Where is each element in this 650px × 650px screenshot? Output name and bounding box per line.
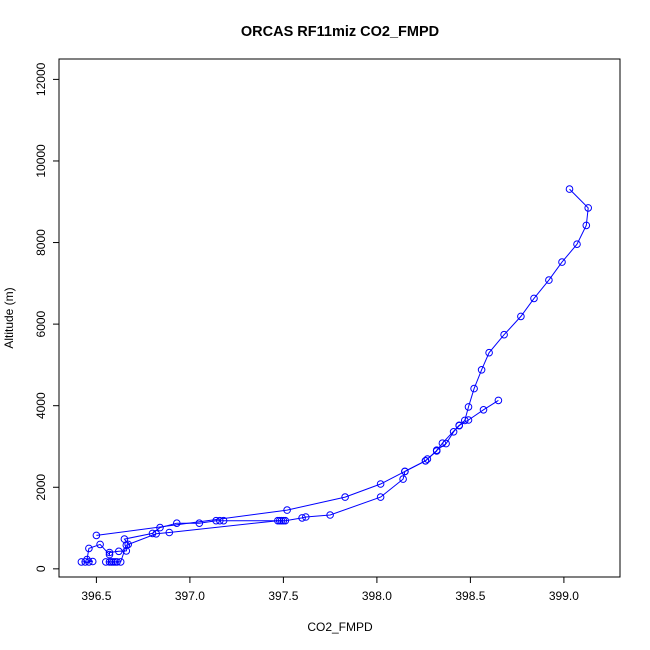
- data-point: [442, 439, 450, 448]
- data-point: [116, 558, 125, 566]
- data-point: [115, 547, 123, 556]
- data-point: [105, 550, 114, 559]
- data-point: [152, 530, 160, 538]
- x-tick-label: 399.0: [549, 589, 579, 603]
- plot-frame: [58, 58, 621, 578]
- data-point: [219, 516, 228, 525]
- data-point: [470, 384, 478, 393]
- data-point: [399, 475, 407, 483]
- chart-title: ORCAS RF11miz CO2_FMPD: [241, 24, 439, 40]
- data-point: [102, 558, 110, 566]
- data-point: [464, 416, 473, 424]
- data-point: [376, 493, 385, 501]
- data-point: [148, 529, 157, 538]
- data-point: [195, 519, 204, 528]
- x-axis: 396.5 397.0 397.5 398.0 398.5 399.0: [81, 577, 579, 603]
- data-point: [165, 528, 174, 537]
- data-point: [500, 330, 508, 339]
- data-point: [401, 467, 409, 476]
- data-point: [545, 276, 553, 284]
- data-point: [279, 516, 288, 525]
- data-point: [341, 493, 349, 501]
- data-point: [85, 544, 93, 553]
- data-point: [85, 558, 93, 566]
- data-point: [485, 348, 493, 357]
- y-tick-label: 12000: [34, 62, 48, 96]
- y-axis: 0 2000 4000 6000 8000 10000 12000: [34, 62, 59, 572]
- y-tick-label: 10000: [34, 144, 48, 178]
- y-tick-label: 0: [34, 565, 48, 572]
- data-point: [274, 516, 282, 525]
- x-tick-label: 397.0: [175, 589, 205, 603]
- series-line: [96, 399, 499, 536]
- plot-series: [77, 185, 593, 566]
- data-point: [302, 513, 310, 521]
- data-point: [432, 446, 441, 455]
- x-tick-label: 398.0: [362, 589, 392, 603]
- data-point: [283, 506, 291, 514]
- series-line: [81, 188, 589, 563]
- data-point: [92, 531, 101, 540]
- data-point: [111, 558, 119, 566]
- y-axis-label: Altitude (m): [2, 287, 16, 348]
- data-point: [438, 439, 447, 448]
- x-axis-label: CO2_FMPD: [307, 620, 373, 634]
- data-point: [449, 428, 458, 436]
- data-point: [122, 541, 131, 550]
- data-point: [83, 555, 91, 564]
- data-point: [494, 396, 503, 405]
- x-tick-label: 398.5: [455, 589, 485, 603]
- data-point: [376, 480, 385, 488]
- y-tick-label: 2000: [34, 474, 48, 501]
- y-tick-label: 8000: [34, 229, 48, 256]
- data-point: [455, 421, 464, 430]
- data-point: [212, 516, 220, 525]
- data-point: [584, 204, 593, 212]
- data-point: [216, 516, 224, 525]
- data-point: [109, 558, 117, 566]
- y-tick-label: 4000: [34, 392, 48, 419]
- data-point: [479, 406, 488, 414]
- data-point: [173, 519, 181, 528]
- y-tick-label: 6000: [34, 310, 48, 337]
- data-point: [326, 511, 334, 519]
- data-point: [96, 540, 104, 549]
- data-point: [517, 312, 525, 321]
- x-tick-label: 396.5: [81, 589, 111, 603]
- data-point: [573, 240, 581, 248]
- data-point: [81, 558, 89, 566]
- data-point: [421, 457, 430, 465]
- data-point: [582, 221, 591, 230]
- x-tick-label: 397.5: [268, 589, 298, 603]
- data-point: [105, 548, 114, 557]
- data-point: [530, 294, 538, 303]
- data-point: [113, 558, 121, 566]
- data-point: [298, 514, 306, 522]
- data-point: [477, 366, 486, 374]
- data-point: [558, 258, 566, 266]
- data-point: [105, 558, 114, 566]
- data-point: [423, 455, 432, 463]
- data-point: [464, 403, 473, 411]
- series-line: [105, 520, 284, 563]
- data-point: [565, 185, 574, 193]
